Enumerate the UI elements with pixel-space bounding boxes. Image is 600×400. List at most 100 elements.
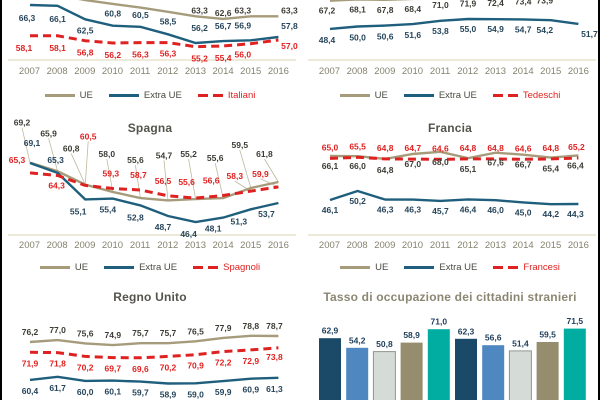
extra-value-label: 55,4	[100, 205, 117, 215]
native-value-label: 72,2	[215, 358, 232, 368]
ue-line	[29, 334, 279, 347]
year-label: 2011	[129, 240, 151, 251]
chart-title-stranieri: Tasso di occupazione dei cittadini stran…	[323, 290, 577, 304]
year-label: 2013	[484, 240, 506, 251]
legend-label: UE	[74, 262, 89, 273]
extra-value-label: 46,3	[405, 205, 422, 215]
extra-value-label: 46,4	[460, 204, 477, 214]
extra-value-label: 60,0	[77, 387, 94, 397]
extra-value-label: 60,4	[22, 386, 39, 396]
ue-value-label: 76,5	[187, 326, 204, 336]
legend-label: Francesi	[523, 262, 560, 273]
label-leader-line	[214, 163, 224, 199]
native-value-label: 65,2	[568, 142, 585, 152]
ue-value-label: 61,8	[256, 149, 273, 159]
year-label: 2016	[267, 240, 289, 251]
bar-teal	[563, 328, 586, 400]
extra-line	[29, 161, 279, 224]
bar-value-label: 56,6	[485, 333, 502, 343]
native-value-label: 64,8	[377, 143, 394, 153]
native-value-label: 64,6	[432, 143, 449, 153]
line-chart-italia: 63,3 62,6 63,3 63,366,3 66,162,560,8 60,558,5…	[8, 0, 298, 64]
label-leader-line	[84, 141, 89, 186]
line-swatch-icon	[108, 94, 139, 97]
ue-value-label: 66,0	[349, 161, 366, 171]
ue-value-label: 66,4	[567, 160, 584, 170]
ue-value-label: 60,8	[63, 144, 80, 154]
native-value-label: 72,9	[243, 356, 260, 366]
chart-cell-francia: Francia 66,1 66,0 64,8 67,0 68,0 65,1 67,6 66,7…	[300, 115, 600, 280]
line-swatch-icon	[39, 266, 70, 269]
extra-value-label: 51,7	[581, 29, 598, 39]
bar-pale	[372, 351, 396, 400]
native-value-label: 64,8	[487, 143, 504, 153]
ue-value-label: 66,7	[515, 160, 532, 170]
legend-item-native: Francesi	[493, 262, 560, 273]
native-value-label: 56,6	[203, 176, 220, 186]
line-chart-regno-unito: 76,2 77,0 75,6 74,9 75,7 75,7 76,5 77,9 78,8 78,7…	[22, 321, 283, 400]
year-label: 2012	[457, 240, 479, 251]
line-swatch-icon	[339, 94, 370, 97]
extra-value-label: 48,1	[205, 224, 222, 234]
chart-cell-spagna: Spagna 69,2 65,9 60,8 58,0 55,6 54,7 55,2 55,6 5…	[0, 115, 300, 280]
bar-chart-stranieri: 62,9 54,2 50,8 58,9 71,0 62,3 56,6 51,4 59,5 71,5	[319, 316, 586, 400]
year-label: 2009	[74, 240, 96, 251]
native-value-label: 71,8	[49, 359, 66, 369]
x-axis-years-francia: 2007 2008 2009 2010 2011 2012 2013 2014 2015 2016	[316, 240, 592, 251]
extra-value-label: 61,7	[49, 383, 66, 393]
extra-value-label: 59,7	[132, 388, 149, 398]
legend-label: UE	[79, 90, 93, 101]
label-leader-line	[70, 153, 86, 185]
legend-item-native: Spagnoli	[193, 262, 260, 273]
native-value-label: 64,8	[460, 143, 477, 153]
right-black-edge	[598, 0, 600, 400]
year-label: 2013	[484, 66, 506, 77]
ue-value-label: 75,7	[160, 328, 177, 338]
extra-value-label: 50,6	[377, 32, 394, 42]
chart-title-francia: Francia	[427, 121, 473, 135]
extra-value-label: 44,3	[567, 209, 584, 219]
label-leader-line	[21, 127, 31, 163]
native-value-label: 56,3	[132, 50, 149, 60]
year-label: 2012	[157, 240, 179, 251]
native-value-label: 58,1	[16, 43, 33, 53]
year-label: 2015	[540, 66, 562, 77]
native-value-label: 56,3	[160, 49, 177, 59]
bar-navy	[319, 338, 341, 400]
year-label: 2007	[18, 240, 41, 251]
year-label: 2011	[129, 66, 151, 77]
legend-italia: UE Extra UE Italiani	[0, 90, 300, 101]
extra-line	[329, 17, 579, 31]
ue-value-label: 55,6	[127, 155, 144, 165]
legend-item-extra: Extra UE	[104, 262, 177, 273]
ue-value-label: 58,0	[99, 149, 116, 159]
label-leader-line	[106, 158, 114, 192]
legend-germania: UE Extra UE Tedeschi	[300, 90, 600, 101]
legend-item-ue: UE	[39, 262, 89, 273]
extra-value-label: 53,7	[258, 209, 275, 219]
native-value-label: 57,0	[281, 41, 298, 51]
ue-value-label: 75,6	[77, 328, 94, 338]
legend-item-native: Italiani	[197, 90, 255, 101]
native-value-label: 64,6	[515, 143, 532, 153]
native-value-label: 70,2	[160, 362, 177, 372]
extra-value-label: 52,8	[127, 212, 144, 222]
extra-value-label: 48,4	[319, 35, 336, 45]
extra-value-label: 58,9	[160, 390, 177, 400]
ue-value-label: 68,0	[432, 157, 449, 167]
extra-value-label: 55,0	[460, 24, 477, 34]
dashed-line-swatch-icon	[492, 93, 518, 98]
chart-cell-stranieri: Tasso di occupazione dei cittadini stran…	[300, 280, 600, 400]
extra-value-label: 60,8	[105, 9, 122, 19]
line-swatch-icon	[403, 94, 434, 97]
chart-cell-regno-unito: Regno Unito 76,2 77,0 75,6 74,9 75,7 75,7 76,5…	[0, 280, 300, 400]
native-value-label: 58,1	[49, 43, 66, 53]
bar-steel	[346, 347, 369, 400]
extra-value-label: 59,9	[215, 387, 232, 397]
native-value-label: 64,8	[543, 143, 560, 153]
extra-value-label: 57,8	[281, 21, 298, 31]
extra-value-label: 59,0	[187, 389, 204, 399]
native-value-label: 56,5	[155, 176, 172, 186]
x-axis-years-spagna: 2007 2008 2009 2010 2011 2012 2013 2014 2015 2016	[16, 240, 292, 251]
